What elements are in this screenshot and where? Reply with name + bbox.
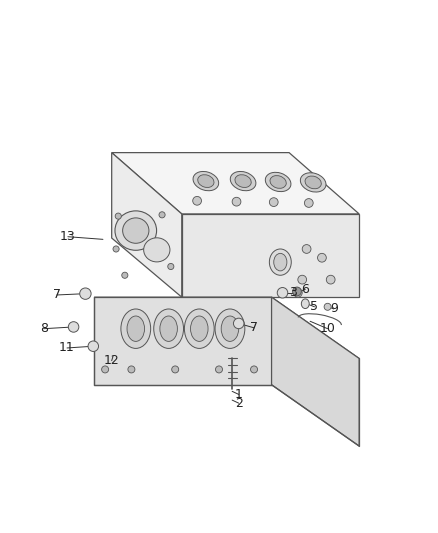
Circle shape xyxy=(298,275,307,284)
Circle shape xyxy=(232,197,241,206)
Circle shape xyxy=(128,366,135,373)
Text: 1: 1 xyxy=(235,388,243,401)
Text: 10: 10 xyxy=(320,322,336,335)
Circle shape xyxy=(269,198,278,206)
Ellipse shape xyxy=(154,309,184,349)
Ellipse shape xyxy=(184,309,214,349)
Circle shape xyxy=(80,288,91,300)
Circle shape xyxy=(302,245,311,253)
Circle shape xyxy=(304,199,313,207)
Circle shape xyxy=(122,272,128,278)
Ellipse shape xyxy=(215,309,245,349)
Ellipse shape xyxy=(221,316,239,342)
Text: 12: 12 xyxy=(104,354,120,367)
Circle shape xyxy=(324,303,331,310)
Circle shape xyxy=(88,341,99,351)
Circle shape xyxy=(326,275,335,284)
Circle shape xyxy=(318,253,326,262)
Text: 8: 8 xyxy=(40,322,48,335)
Ellipse shape xyxy=(123,218,149,243)
Circle shape xyxy=(277,287,288,298)
Text: 7: 7 xyxy=(53,288,61,302)
Circle shape xyxy=(293,287,301,296)
Ellipse shape xyxy=(235,175,251,188)
Ellipse shape xyxy=(127,316,145,342)
Circle shape xyxy=(233,318,244,329)
Polygon shape xyxy=(182,214,359,297)
Text: 11: 11 xyxy=(59,342,75,354)
Polygon shape xyxy=(94,297,272,385)
Ellipse shape xyxy=(270,175,286,188)
Ellipse shape xyxy=(269,249,291,275)
Ellipse shape xyxy=(300,173,326,192)
Circle shape xyxy=(113,246,119,252)
Ellipse shape xyxy=(121,309,151,349)
Ellipse shape xyxy=(160,316,177,342)
Ellipse shape xyxy=(230,172,256,191)
Text: 9: 9 xyxy=(330,303,338,316)
Ellipse shape xyxy=(265,172,291,191)
Polygon shape xyxy=(272,297,359,446)
Circle shape xyxy=(215,366,223,373)
Polygon shape xyxy=(94,297,359,359)
Ellipse shape xyxy=(191,316,208,342)
Circle shape xyxy=(293,288,302,297)
Text: 5: 5 xyxy=(311,300,318,313)
Polygon shape xyxy=(112,152,359,214)
Circle shape xyxy=(115,213,121,219)
Ellipse shape xyxy=(274,253,287,271)
Text: 7: 7 xyxy=(250,321,258,334)
Text: 13: 13 xyxy=(60,230,76,243)
Circle shape xyxy=(102,366,109,373)
Text: 6: 6 xyxy=(301,283,309,296)
Ellipse shape xyxy=(301,299,309,309)
Circle shape xyxy=(251,366,258,373)
Ellipse shape xyxy=(193,172,219,191)
Circle shape xyxy=(193,197,201,205)
Ellipse shape xyxy=(144,238,170,262)
Ellipse shape xyxy=(305,176,321,189)
Circle shape xyxy=(172,366,179,373)
Circle shape xyxy=(168,263,174,270)
Text: 3: 3 xyxy=(289,286,297,300)
Circle shape xyxy=(159,212,165,218)
Ellipse shape xyxy=(198,175,214,188)
Text: 2: 2 xyxy=(235,397,243,410)
Ellipse shape xyxy=(115,211,157,251)
Circle shape xyxy=(68,322,79,332)
Polygon shape xyxy=(112,152,182,297)
